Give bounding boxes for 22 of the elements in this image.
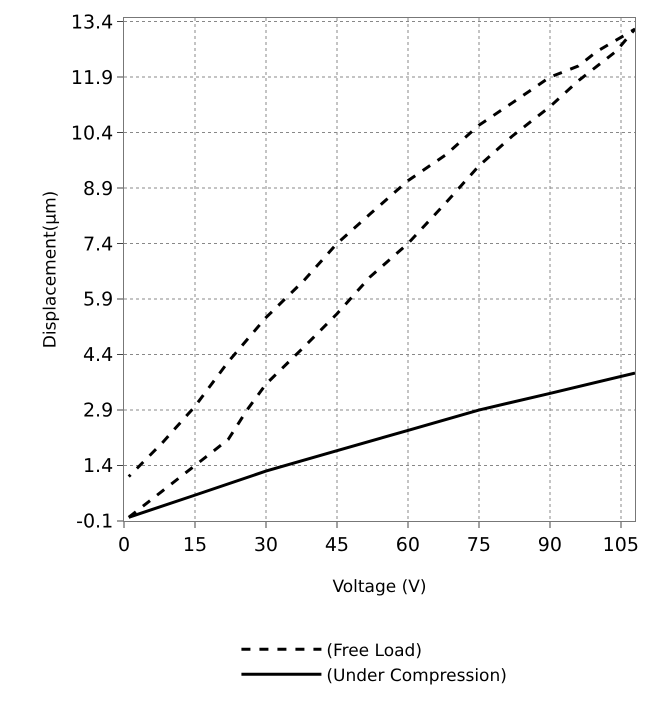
x-tick-label: 45 bbox=[324, 534, 350, 556]
x-tick-label: 0 bbox=[118, 534, 130, 556]
y-tick-label: 1.4 bbox=[82, 455, 114, 478]
y-tick-label: 8.9 bbox=[82, 178, 114, 200]
x-tick-label: 30 bbox=[254, 534, 278, 556]
legend-label: (Free Load) bbox=[326, 640, 422, 661]
y-tick-label: 4.4 bbox=[82, 344, 114, 366]
y-axis-title: Displacement(µm) bbox=[40, 190, 60, 348]
y-tick-label: -0.1 bbox=[76, 510, 114, 533]
y-tick-label: 11.9 bbox=[70, 66, 114, 89]
y-tick-label: 13.4 bbox=[70, 11, 114, 34]
y-tick-label: 5.9 bbox=[82, 288, 114, 311]
x-tick-label: 60 bbox=[396, 534, 420, 556]
y-tick-label: 2.9 bbox=[82, 400, 114, 422]
x-tick-label: 90 bbox=[538, 534, 562, 556]
y-tick-label: 7.4 bbox=[82, 233, 114, 256]
y-tick-label: 10.4 bbox=[70, 122, 114, 144]
x-tick-label: 105 bbox=[602, 534, 639, 556]
x-tick-label: 75 bbox=[466, 534, 491, 556]
x-tick-label: 15 bbox=[182, 534, 208, 556]
legend-label: (Under Compression) bbox=[326, 666, 507, 686]
x-axis-title: Voltage (V) bbox=[332, 577, 427, 598]
